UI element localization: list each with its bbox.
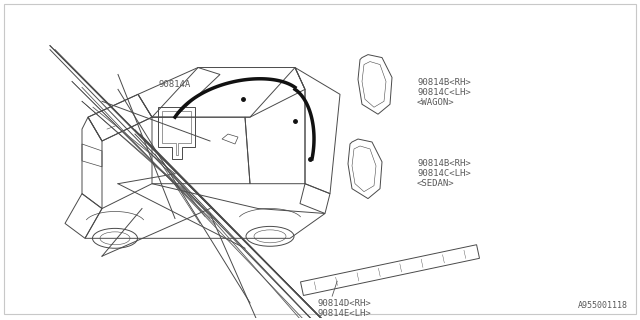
Text: 90814E<LH>: 90814E<LH>	[317, 309, 371, 318]
Text: 90814C<LH>: 90814C<LH>	[417, 169, 471, 178]
Text: A955001118: A955001118	[578, 301, 628, 310]
Text: 90814D<RH>: 90814D<RH>	[317, 299, 371, 308]
Text: 90814B<RH>: 90814B<RH>	[417, 78, 471, 87]
Text: <WAGON>: <WAGON>	[417, 98, 454, 107]
Text: 90814B<RH>: 90814B<RH>	[417, 159, 471, 168]
Text: <SEDAN>: <SEDAN>	[417, 179, 454, 188]
Text: 90814A: 90814A	[159, 80, 191, 89]
Text: 90814C<LH>: 90814C<LH>	[417, 88, 471, 97]
